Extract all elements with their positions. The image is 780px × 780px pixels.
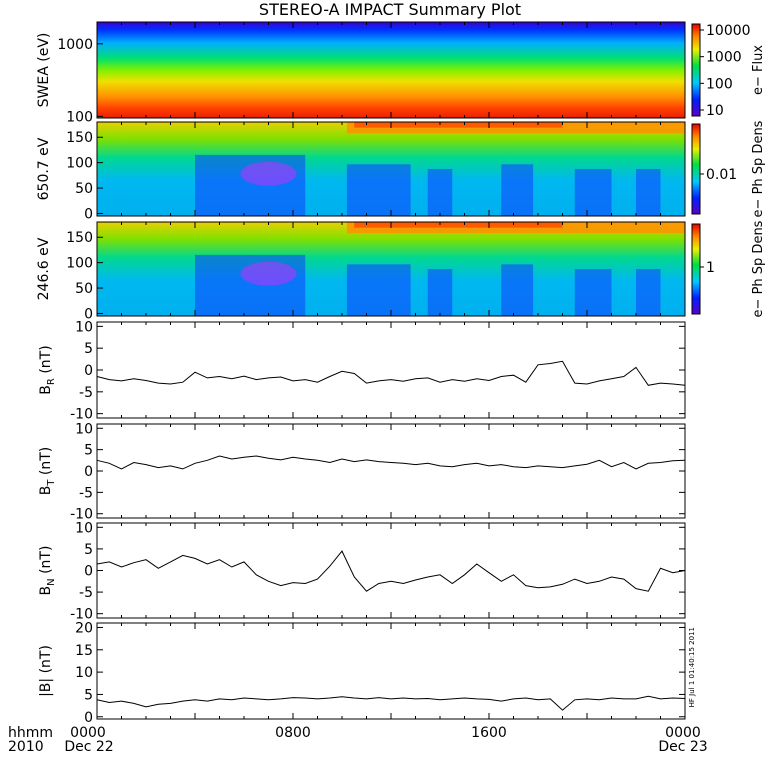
time-label-year: 2010: [8, 739, 44, 755]
panel-ylabel: 246.6 eV: [36, 237, 52, 300]
colorbar-tick-label: 10: [706, 103, 724, 119]
panel-frame: [96, 522, 686, 619]
colorbar-tick-label: 1: [706, 260, 715, 276]
time-tick-end-date: Dec 23: [658, 739, 707, 755]
time-tick-1600: 1600: [471, 725, 507, 741]
colorbar-tick-label: 10000: [706, 23, 751, 39]
panel-frame: [96, 423, 686, 519]
pad-depletion: [501, 264, 534, 316]
pad-depletion: [636, 269, 661, 316]
panel-frame: [96, 321, 686, 419]
line-ytick-label: 15: [75, 643, 93, 659]
line-ytick-label: 0: [84, 564, 93, 580]
line-ytick-label: 0: [84, 363, 93, 379]
colorbar-label: e− Flux: [751, 45, 766, 95]
line-ytick-label: 5: [84, 341, 93, 357]
trace-line: [96, 360, 686, 386]
line-ytick-label: 0: [84, 464, 93, 480]
time-tick-end: 0000: [665, 725, 701, 741]
pad-depletion: [427, 269, 453, 316]
line-panel-4: 10 5 0 -5 -10 BT (nT): [38, 421, 686, 523]
pad-panel-2: 150 100 50 0: [66, 222, 685, 322]
line-ytick-label: 10: [75, 421, 93, 437]
colorbar-label: e− Ph Sp Dens: [751, 220, 766, 317]
colorbar-tick-label: 100: [706, 76, 733, 92]
trace-line: [96, 455, 686, 470]
line-ytick-label: -5: [79, 385, 93, 401]
pad-ytick-label: 50: [75, 281, 93, 297]
colorbar-0: 10000 1000 100 10 e− Flux: [691, 23, 766, 119]
trace-line: [96, 695, 686, 711]
figure-title: STEREO-A IMPACT Summary Plot: [259, 0, 521, 19]
pad-depletion: [427, 169, 453, 216]
processing-stamp: HF Jul 1 01:40:15 2011: [688, 627, 696, 707]
line-ytick-label: -10: [70, 407, 93, 423]
line-ylabel: BN (nT): [38, 546, 57, 596]
pad-ytick-label: 0: [84, 206, 93, 222]
line-ytick-label: 5: [84, 443, 93, 459]
line-ytick-label: 10: [75, 520, 93, 536]
swea-spectrogram: [97, 22, 685, 118]
colorbar-tick-label: 1000: [706, 50, 742, 66]
pad-depletion: [636, 169, 661, 216]
line-ytick-label: -10: [70, 607, 93, 623]
trace-line: [96, 550, 686, 592]
pad-ytick-label: 50: [75, 181, 93, 197]
pad-ytick-label: 100: [66, 256, 93, 272]
line-ylabel: BR (nT): [38, 345, 57, 394]
colorbar-tick-label: 0.01: [706, 167, 737, 183]
time-label-hhmm: hhmm: [8, 725, 53, 741]
pad-depletion: [346, 164, 411, 216]
colorbar-label: e− Ph Sp Dens: [751, 120, 766, 217]
line-ytick-label: 5: [84, 542, 93, 558]
time-tick-start-date: Dec 22: [64, 739, 113, 755]
line-ytick-label: 10: [75, 319, 93, 335]
pad-hot-spot: [240, 261, 297, 286]
pad-ytick-label: 100: [66, 156, 93, 172]
line-ylabel: BT (nT): [38, 447, 57, 496]
time-tick-0800: 0800: [275, 725, 311, 741]
pad-panel-1: 150 100 50 0: [66, 122, 685, 222]
pad-depletion: [574, 269, 612, 316]
pad-depletion: [501, 164, 534, 216]
line-ytick-label: 10: [75, 665, 93, 681]
pad-depletion: [574, 169, 612, 216]
swea-ytick-label: 1000: [57, 37, 93, 53]
colorbar-1: 0.01 e− Ph Sp Dens: [691, 120, 766, 217]
panel-frame: [96, 622, 686, 720]
colorbar-strip: [691, 223, 701, 315]
line-ylabel: |B| (nT): [38, 645, 54, 697]
pad-peak-band: [354, 222, 563, 228]
line-ytick-label: 20: [75, 620, 93, 636]
pad-ytick-label: 150: [66, 230, 93, 246]
swea-ytick-label: 100: [66, 109, 93, 125]
line-ytick-label: 5: [84, 687, 93, 703]
line-panel-3: 10 5 0 -5 -10 BR (nT): [38, 319, 686, 423]
pad-peak-band: [354, 122, 563, 128]
line-ytick-label: -5: [79, 585, 93, 601]
pad-depletion: [195, 254, 306, 316]
line-panel-5: 10 5 0 -5 -10 BN (nT): [38, 520, 686, 623]
line-panel-6: 20 15 10 5 0 |B| (nT) HF Jul 1 01:40:15 2011: [38, 620, 696, 725]
pad-depletion: [195, 154, 306, 216]
pad-ytick-label: 0: [84, 306, 93, 322]
panel-ylabel: SWEA (eV): [36, 33, 52, 108]
line-ytick-label: 0: [84, 710, 93, 726]
pad-depletion: [346, 264, 411, 316]
colorbar-strip: [691, 23, 701, 117]
colorbar-2: 1 e− Ph Sp Dens: [691, 220, 766, 317]
panel-ylabel: 650.7 eV: [36, 137, 52, 200]
time-tick-start: 0000: [70, 725, 106, 741]
pad-hot-spot: [240, 161, 297, 186]
line-ytick-label: -10: [70, 507, 93, 523]
pad-ytick-label: 150: [66, 130, 93, 146]
line-ytick-label: -5: [79, 485, 93, 501]
colorbar-strip: [691, 123, 701, 215]
